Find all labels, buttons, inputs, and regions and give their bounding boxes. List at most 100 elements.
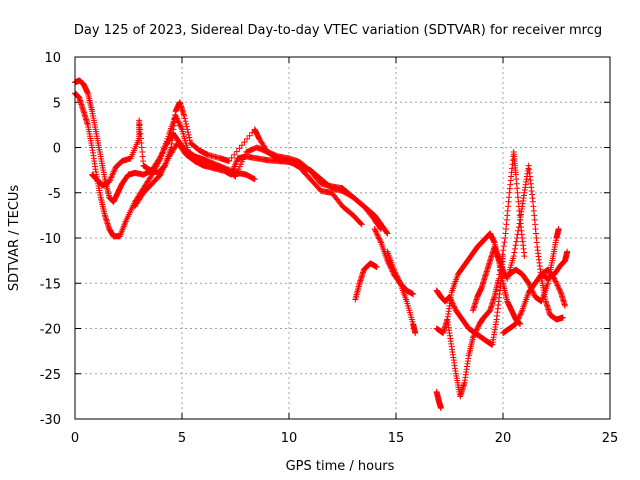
data-point-marker: [228, 154, 235, 161]
data-point-marker: [500, 247, 507, 254]
data-point-marker: [514, 318, 521, 325]
plot-frame: [74, 56, 611, 420]
data-point-marker: [555, 285, 562, 292]
data-point-marker: [530, 291, 537, 298]
data-point-marker: [516, 220, 523, 227]
data-points: [72, 77, 571, 412]
data-point-marker: [515, 227, 522, 234]
data-point-marker: [373, 263, 380, 270]
y-tick-label: -30: [40, 413, 61, 428]
data-point-marker: [556, 286, 563, 293]
data-point-marker: [495, 275, 502, 282]
data-point-marker: [410, 291, 417, 298]
data-point-marker: [393, 272, 400, 279]
data-point-marker: [553, 279, 560, 286]
data-point-marker: [553, 281, 560, 288]
data-point-marker: [182, 118, 189, 125]
grid: [75, 57, 610, 419]
data-point-marker: [412, 330, 419, 337]
data-point-marker: [377, 238, 384, 245]
data-point-marker: [555, 225, 562, 232]
data-point-marker: [516, 314, 523, 321]
data-point-marker: [184, 126, 191, 133]
data-point-marker: [512, 242, 519, 249]
data-point-marker: [473, 326, 480, 333]
data-point-marker: [554, 282, 561, 289]
data-point-marker: [185, 131, 192, 138]
data-point-marker: [246, 132, 253, 139]
x-tick-label: 10: [281, 431, 298, 446]
data-point-marker: [501, 270, 508, 277]
data-point-marker: [499, 264, 506, 271]
data-point-marker: [517, 310, 524, 317]
data-point-marker: [376, 236, 383, 243]
data-point-marker: [176, 120, 183, 127]
data-point-marker: [358, 221, 365, 228]
chart-title: Day 125 of 2023, Sidereal Day-to-day VTE…: [74, 23, 602, 38]
x-tick-label: 15: [388, 431, 405, 446]
data-point-marker: [107, 175, 114, 182]
data-point-marker: [178, 125, 185, 132]
x-tick-label: 5: [178, 431, 186, 446]
data-point-marker: [392, 269, 399, 276]
data-point-marker: [475, 323, 482, 330]
data-point-marker: [564, 248, 571, 255]
data-point-marker: [499, 266, 506, 273]
data-point-marker: [521, 253, 528, 260]
series-track-5: [352, 260, 380, 303]
data-point-marker: [233, 148, 240, 155]
data-point-marker: [474, 325, 481, 332]
series-track-13: [500, 266, 569, 337]
data-point-marker: [183, 120, 190, 127]
data-point-marker: [470, 334, 477, 341]
series-track-8: [433, 388, 444, 412]
y-tick-label: -25: [40, 368, 61, 383]
data-point-marker: [497, 262, 504, 269]
data-point-marker: [106, 178, 113, 185]
data-point-marker: [472, 329, 479, 336]
data-point-marker: [241, 139, 248, 146]
y-tick-label: -5: [48, 187, 61, 202]
data-point-marker: [514, 231, 521, 238]
data-point-marker: [529, 288, 536, 295]
data-point-marker: [501, 268, 508, 275]
data-point-marker: [174, 116, 181, 123]
series-track-7: [384, 248, 419, 337]
series-track-6: [371, 225, 417, 298]
data-point-marker: [183, 123, 190, 130]
data-point-marker: [527, 284, 534, 291]
data-point-marker: [451, 304, 458, 311]
data-point-marker: [231, 151, 238, 158]
data-point-marker: [373, 230, 380, 237]
data-point-marker: [110, 170, 117, 177]
data-point-marker: [511, 249, 518, 256]
data-point-marker: [390, 266, 397, 273]
data-point-marker: [513, 238, 520, 245]
data-point-marker: [391, 268, 398, 275]
data-point-marker: [496, 271, 503, 278]
data-point-marker: [501, 239, 508, 246]
data-point-marker: [526, 281, 533, 288]
data-point-marker: [181, 112, 188, 119]
data-point-marker: [470, 333, 477, 340]
data-point-marker: [394, 273, 401, 280]
data-point-marker: [530, 289, 537, 296]
data-point-marker: [526, 282, 533, 289]
data-point-marker: [108, 174, 115, 181]
data-point-marker: [555, 283, 562, 290]
data-point-marker: [518, 308, 525, 315]
y-tick-label: -10: [40, 232, 61, 247]
y-tick-label: 5: [53, 96, 61, 111]
series-track-4: [131, 139, 258, 210]
x-tick-label: 25: [602, 431, 619, 446]
y-tick-label: 10: [44, 51, 61, 66]
series-track-11: [444, 149, 528, 400]
data-point-marker: [559, 314, 566, 321]
data-point-marker: [394, 274, 401, 281]
y-tick-label: -15: [40, 277, 61, 292]
data-point-marker: [511, 245, 518, 252]
data-point-marker: [437, 405, 444, 412]
data-point-marker: [516, 312, 523, 319]
data-point-marker: [186, 134, 193, 141]
